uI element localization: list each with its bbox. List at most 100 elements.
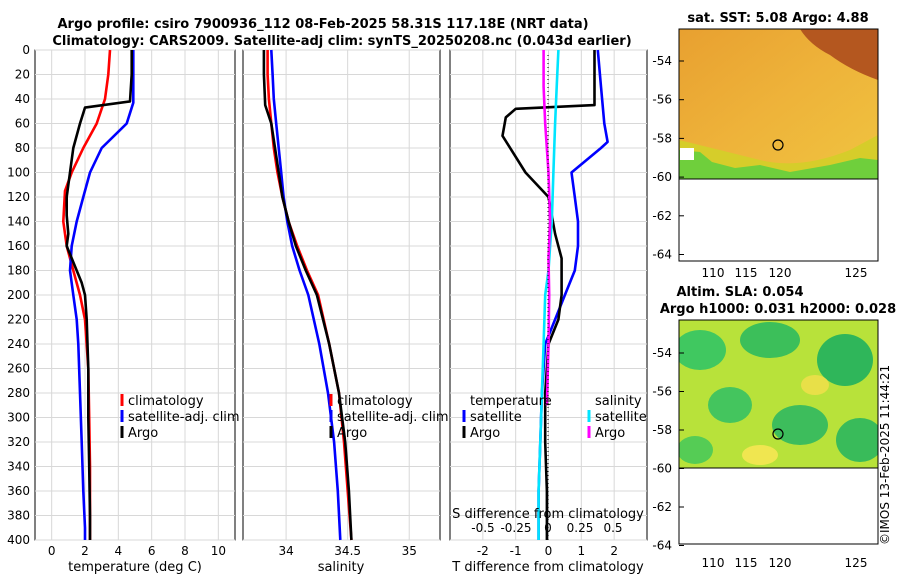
sla-map-y-ticks: -54 -56 -58 -60 -62 -64 [652,346,684,553]
s-diff-tick-label: 0.25 [567,521,594,535]
y-tick-label: 360 [7,484,30,498]
t-difference-x-axis-label: T difference from climatology [451,560,644,575]
x-tick-label: 34.5 [334,544,361,558]
x-tick-labels: 0 2 4 6 8 10 34 34.5 35 -2 -1 0 1 2 [48,544,618,558]
map-y-tick-label: -56 [652,93,672,107]
figure-title-line2: Climatology: CARS2009. Satellite-adj cli… [52,34,631,49]
sst-map-y-ticks: -54 -56 -58 -60 -62 -64 [652,54,684,262]
sla-high [801,375,829,395]
legend-label-s-argo: Argo [595,426,625,441]
y-tick-label: 340 [7,460,30,474]
map-y-tick-label: -58 [652,423,672,437]
y-tick-labels: 0 20 40 60 80 100 120 140 160 180 200 220 240 260 280 3… [7,43,30,547]
salinity-legend: climatology satellite-adj. clim Argo [329,394,449,441]
legend-label-argo: Argo [128,426,158,441]
sst-map-x-ticks: 110 115 120 125 [702,266,868,280]
y-tick-label: 20 [15,68,30,82]
y-tick-label: 320 [7,435,30,449]
y-tick-label: 380 [7,509,30,523]
temperature-legend: climatology satellite-adj. clim Argo [120,394,240,441]
sst-argo-marker [772,139,784,151]
map-y-tick-label: -60 [652,170,672,184]
sla-blob [836,418,878,462]
sst-map-features [679,29,878,179]
map-y-tick-label: -60 [652,462,672,476]
x-tick-label: 0 [48,544,56,558]
figure-title-line1: Argo profile: csiro 7900936_112 08-Feb-2… [57,17,588,32]
y-tick-label: 260 [7,362,30,376]
map-x-tick-label: 110 [702,556,725,570]
s-difference-axis-label: S difference from climatology [452,507,644,522]
x-tick-label: -2 [477,544,489,558]
map-y-tick-label: -54 [652,54,672,68]
map-x-tick-label: 110 [702,266,725,280]
temperature-x-axis-label: temperature (deg C) [68,560,202,575]
series-line-argo [65,50,133,540]
sla-argo-marker [772,428,784,440]
legend-label-s-satellite: satellite [595,410,647,425]
sla-blob [679,436,713,464]
y-tick-label: 160 [7,239,30,253]
x-tick-label: 8 [181,544,189,558]
y-tick-label: 40 [15,92,30,106]
x-tick-label: 1 [578,544,586,558]
map-y-tick-label: -58 [652,131,672,145]
sla-blob [679,330,726,370]
x-tick-label: 2 [610,544,618,558]
legend-label-satellite: satellite-adj. clim [128,410,240,425]
salinity-x-axis-label: salinity [318,560,365,575]
legend-header-salinity: salinity [595,394,642,409]
map-y-tick-label: -62 [652,209,672,223]
missing-data-patch [680,148,694,160]
series-line-t-argo [501,50,596,540]
legend-label-t-argo: Argo [470,426,500,441]
x-tick-label: 0 [545,544,553,558]
y-tick-label: 80 [15,141,30,155]
s-diff-tick-label: -0.5 [471,521,494,535]
legend-label-satellite: satellite-adj. clim [337,410,449,425]
legend-label-climatology: climatology [128,394,204,409]
map-y-tick-label: -64 [652,248,672,262]
sla-blob [740,322,800,358]
sla-blob [817,334,873,386]
sla-blob [772,405,828,445]
s-difference-tick-labels: -0.5 -0.25 0 0.25 0.5 [471,521,622,535]
y-tick-label: 60 [15,117,30,131]
map-x-tick-label: 115 [735,556,758,570]
series-line-s-argo [542,50,552,406]
warm-patch [800,29,878,80]
legend-header-temperature: temperature [470,394,552,409]
map-x-tick-label: 120 [769,266,792,280]
map-y-tick-label: -62 [652,500,672,514]
y-tick-label: 400 [7,533,30,547]
x-tick-label: 2 [81,544,89,558]
series-line-argo [262,50,353,541]
map-y-tick-label: -54 [652,346,672,360]
sla-blob [708,387,752,423]
x-tick-label: 6 [148,544,156,558]
legend-label-t-satellite: satellite [470,410,522,425]
map-x-tick-label: 115 [735,266,758,280]
map-y-tick-label: -64 [652,539,672,553]
x-tick-label: 35 [402,544,417,558]
sst-map-title: sat. SST: 5.08 Argo: 4.88 [687,11,868,26]
s-diff-tick-label: -0.25 [500,521,531,535]
imos-credit: ©IMOS 13-Feb-2025 11:44:21 [878,365,892,545]
map-x-tick-label: 125 [845,266,868,280]
s-diff-tick-label: 0 [544,521,552,535]
s-diff-tick-label: 0.5 [603,521,622,535]
sla-high [742,445,778,465]
x-tick-label: -1 [510,544,522,558]
sla-map-title: Altim. SLA: 0.054 [677,285,804,300]
y-tick-label: 240 [7,337,30,351]
map-y-tick-label: -56 [652,385,672,399]
y-tick-label: 220 [7,313,30,327]
difference-legend: temperature salinity satellite Argo sate… [462,394,647,441]
sla-map-subtitle: Argo h1000: 0.031 h2000: 0.028 [660,302,896,317]
y-tick-label: 280 [7,386,30,400]
x-tick-label: 34 [278,544,293,558]
sla-map-axes [678,319,879,545]
y-tick-label: 100 [7,166,30,180]
legend-label-climatology: climatology [337,394,413,409]
